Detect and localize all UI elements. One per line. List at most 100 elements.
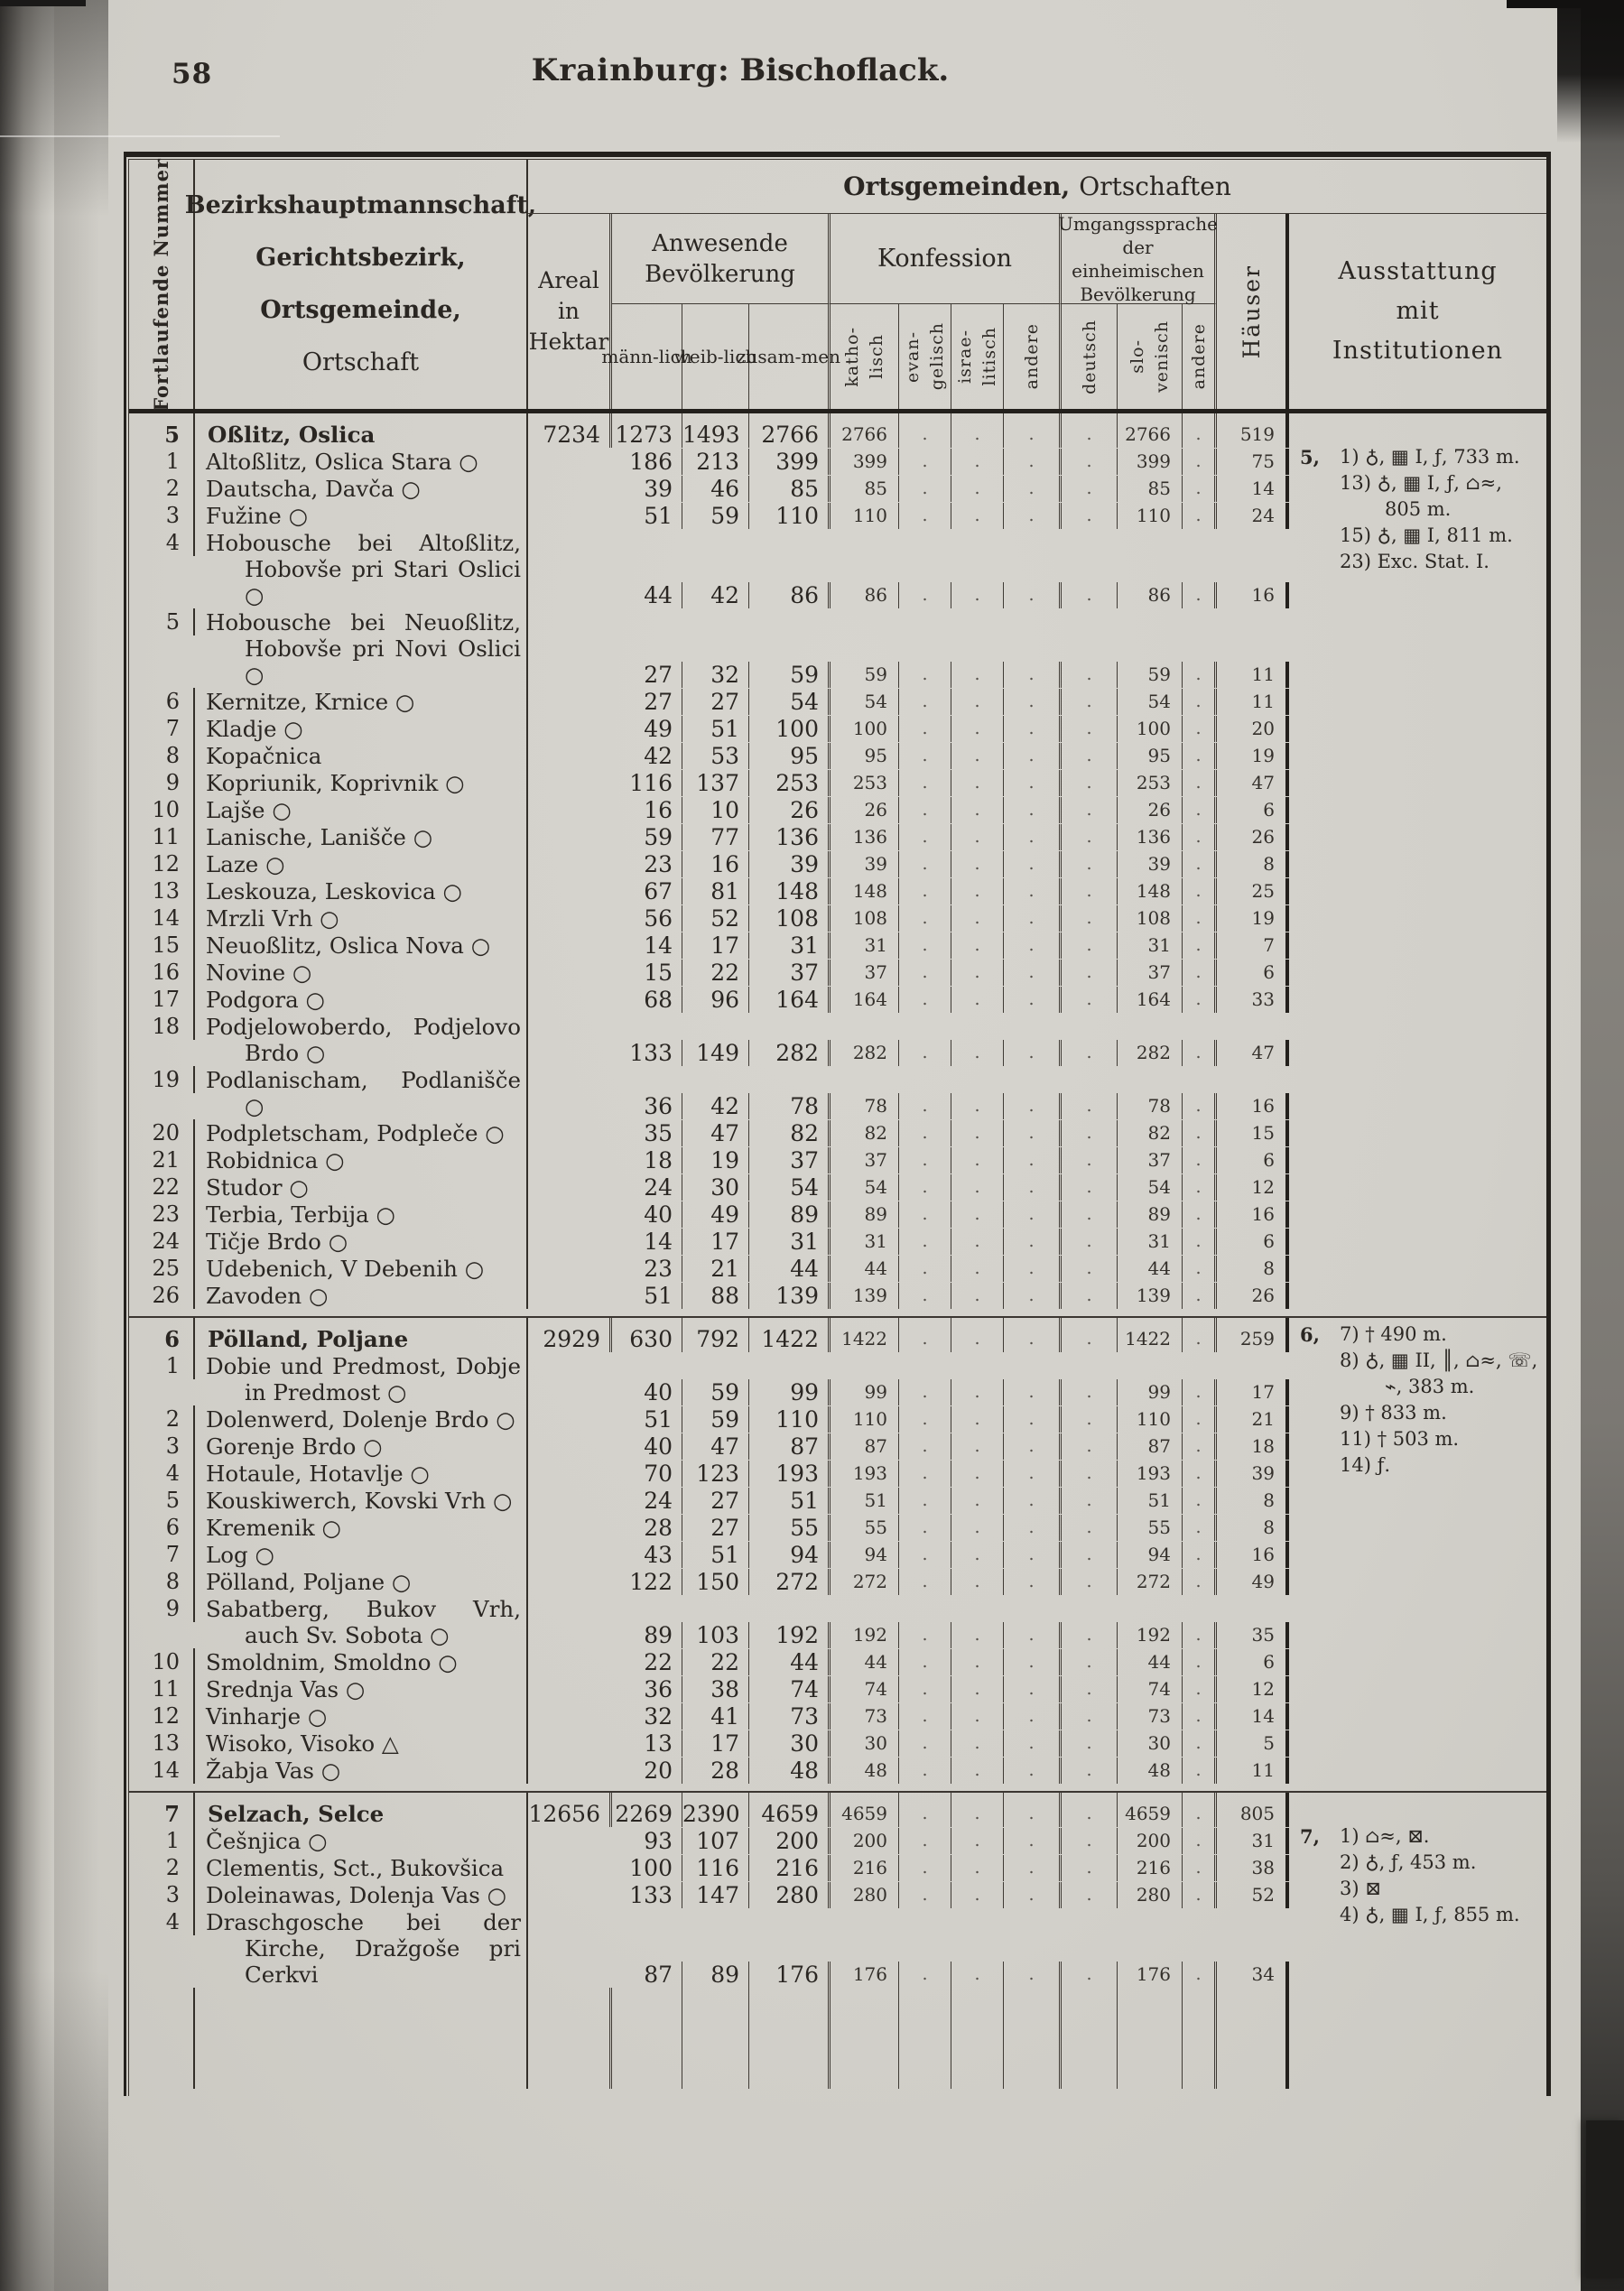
other-language-value: . <box>1183 1256 1217 1282</box>
evangelical-value: . <box>899 689 951 715</box>
total-value: 54 <box>749 1174 831 1201</box>
female-value: 51 <box>682 1542 749 1568</box>
catholic-value: 74 <box>831 1676 899 1702</box>
total-value: 272 <box>749 1569 831 1595</box>
subheader-sprache: deutsch <box>1062 304 1118 409</box>
subheader-konfession-wrap: israe-litisch <box>954 327 1000 386</box>
evangelical-value: . <box>899 1174 951 1201</box>
catholic-value: 1422 <box>831 1318 899 1352</box>
place-name: Fužine ○ <box>195 502 528 529</box>
other-confession-value: . <box>1004 1147 1062 1173</box>
israelite-value: . <box>951 1488 1004 1514</box>
row-number: 14 <box>129 1757 195 1784</box>
row-number: 4 <box>129 1908 195 1935</box>
male-value: 44 <box>612 582 682 608</box>
column-header-ausstattung: Ausstattung mit Institutionen <box>1289 214 1546 409</box>
houses-value: 805 <box>1217 1793 1289 1827</box>
other-language-value: . <box>1183 797 1217 823</box>
other-language-value: . <box>1183 449 1217 475</box>
other-language-value: . <box>1183 1433 1217 1460</box>
houses-value: 21 <box>1217 1406 1289 1433</box>
israelite-value: . <box>951 987 1004 1013</box>
female-value: 47 <box>682 1433 749 1460</box>
other-language-value: . <box>1183 1515 1217 1541</box>
other-language-value: . <box>1183 1093 1217 1119</box>
german-value: . <box>1062 878 1118 904</box>
other-confession-value: . <box>1004 1406 1062 1433</box>
slovene-value: 54 <box>1118 689 1183 715</box>
column-header-running-number: Fortlaufende Nummer <box>129 158 195 411</box>
israelite-value: . <box>951 449 1004 475</box>
israelite-value: . <box>951 1256 1004 1282</box>
israelite-value: . <box>951 1461 1004 1487</box>
areal-value: 2929 <box>528 1318 612 1352</box>
title-district: Krainburg: <box>531 52 730 88</box>
male-value: 2269 <box>612 1793 682 1827</box>
other-language-value: . <box>1183 413 1217 448</box>
israelite-value: . <box>951 1283 1004 1309</box>
slovene-value: 2766 <box>1118 413 1183 448</box>
german-value: . <box>1062 797 1118 823</box>
konfession-label: Konfession <box>877 245 1013 273</box>
houses-value: 18 <box>1217 1433 1289 1460</box>
place-name: Neuoßlitz, Oslica Nova ○ <box>195 932 528 959</box>
place-name: Draschgosche bei der Kirche, Dražgoše pr… <box>195 1908 528 1988</box>
slovene-value: 39 <box>1118 851 1183 877</box>
row-number: 2 <box>129 1854 195 1881</box>
female-value: 88 <box>682 1283 749 1309</box>
row-number: 6 <box>129 688 195 715</box>
table-frame: Fortlaufende Nummer Bezirkshauptmannscha… <box>128 158 1546 2096</box>
israelite-value: . <box>951 932 1004 959</box>
evangelical-value: . <box>899 1256 951 1282</box>
place-name: Hobousche bei Altoßlitz, Hobovše pri Sta… <box>195 529 528 608</box>
page-number: 58 <box>172 58 213 90</box>
female-value: 81 <box>682 878 749 904</box>
column-filler <box>129 1988 195 2089</box>
evangelical-value: . <box>899 1040 951 1066</box>
notes-block-number: 5, <box>1300 446 1320 468</box>
evangelical-value: . <box>899 851 951 877</box>
total-value: 100 <box>749 716 831 742</box>
houses-value: 8 <box>1217 1515 1289 1541</box>
slovene-value: 108 <box>1118 905 1183 932</box>
other-confession-value: . <box>1004 1793 1062 1827</box>
place-name: Kouskiwerch, Kovski Vrh ○ <box>195 1487 528 1514</box>
main-header-line: Bezirkshauptmannschaft, <box>184 191 537 219</box>
german-value: . <box>1062 1283 1118 1309</box>
place-name: Pölland, Poljane ○ <box>195 1568 528 1595</box>
place-name: Podjelowoberdo, Podjelovo Brdo ○ <box>195 1013 528 1066</box>
total-value: 82 <box>749 1120 831 1146</box>
other-confession-value: . <box>1004 1569 1062 1595</box>
row-number: 18 <box>129 1013 195 1040</box>
other-language-value: . <box>1183 824 1217 850</box>
subheader-sprache-line: slo- <box>1128 339 1147 374</box>
row-number: 4 <box>129 529 195 556</box>
subheader-konfession-line: gelisch <box>927 322 947 391</box>
evangelical-value: . <box>899 1828 951 1854</box>
german-value: . <box>1062 1201 1118 1228</box>
row-number: 5 <box>129 1487 195 1514</box>
german-value: . <box>1062 503 1118 529</box>
catholic-value: 87 <box>831 1433 899 1460</box>
other-language-value: . <box>1183 1793 1217 1827</box>
female-value: 19 <box>682 1147 749 1173</box>
male-value: 40 <box>612 1433 682 1460</box>
male-value: 186 <box>612 449 682 475</box>
german-value: . <box>1062 413 1118 448</box>
catholic-value: 44 <box>831 1256 899 1282</box>
subheader-konfession-line: evan- <box>903 330 923 383</box>
houses-value: 11 <box>1217 689 1289 715</box>
other-confession-value: . <box>1004 1882 1062 1908</box>
male-value: 51 <box>612 1406 682 1433</box>
total-value: 110 <box>749 503 831 529</box>
total-value: 59 <box>749 662 831 688</box>
other-confession-value: . <box>1004 1703 1062 1730</box>
total-value: 55 <box>749 1515 831 1541</box>
other-confession-value: . <box>1004 1433 1062 1460</box>
female-value: 42 <box>682 1093 749 1119</box>
israelite-value: . <box>951 716 1004 742</box>
row-number: 24 <box>129 1228 195 1255</box>
israelite-value: . <box>951 1174 1004 1201</box>
israelite-value: . <box>951 1147 1004 1173</box>
other-confession-value: . <box>1004 1649 1062 1675</box>
